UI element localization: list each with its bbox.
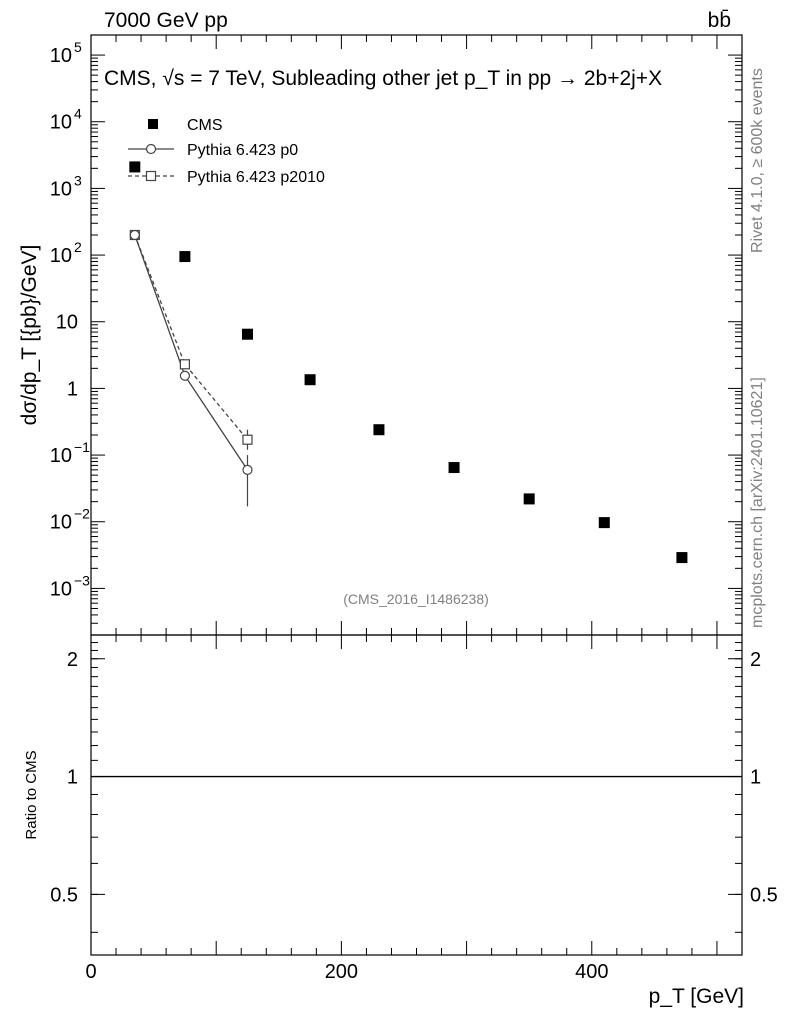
ratio-y-tick-label: 2 (67, 649, 78, 671)
data-point-cms (129, 161, 141, 173)
rivet-label: Rivet 4.1.0, ≥ 600k events (749, 68, 766, 253)
y-tick-label-exponent: 4 (74, 106, 82, 122)
x-tick-label: 400 (575, 961, 608, 983)
y-axis-label: dσ/dp_T [{pb}/GeV] (18, 245, 41, 426)
data-point-pythia-p0 (179, 370, 190, 381)
ratio-y-axis-label: Ratio to CMS (23, 750, 40, 839)
y-tick-label: 10 (50, 178, 72, 200)
x-tick-label: 200 (325, 961, 358, 983)
y-tick-label: 10 (50, 112, 72, 134)
y-tick-label-exponent: −3 (74, 572, 90, 588)
ratio-plot-frame (90, 634, 743, 956)
x-tick-label: 0 (85, 961, 96, 983)
legend-marker-cms (148, 119, 158, 129)
y-tick-label-exponent: 5 (74, 39, 82, 55)
series-line-pythia-p2010 (134, 234, 248, 441)
y-tick-label: 10 (56, 312, 78, 334)
data-point-cms (676, 552, 688, 564)
analysis-id: (CMS_2016_I1486238) (343, 591, 489, 607)
ratio-y-tick-label: 1 (67, 767, 78, 789)
data-point-cms (523, 493, 535, 505)
legend-label-p0: Pythia 6.423 p0 (187, 142, 298, 159)
y-tick-label: 10 (50, 45, 72, 67)
ratio-y-tick-label: 0.5 (50, 884, 78, 906)
legend-marker-p2010 (145, 170, 157, 182)
series-layer (129, 161, 688, 564)
series-line-pythia-p0 (134, 234, 249, 471)
y-tick-label-exponent: 3 (74, 172, 82, 188)
data-point-cms (598, 517, 610, 529)
legend: CMS Pythia 6.423 p0 Pythia 6.423 p2010 (128, 117, 325, 186)
ratio-layer: 2 2 1 1 0.5 0.5 (50, 635, 778, 955)
data-point-pythia-p2010 (242, 434, 253, 445)
header-left-label: 7000 GeV pp (104, 9, 228, 32)
ratio-y-tick-label-right: 2 (750, 649, 761, 671)
data-point-pythia-p2010 (179, 359, 190, 370)
legend-label-p2010: Pythia 6.423 p2010 (187, 169, 325, 186)
data-point-pythia-p0 (242, 464, 253, 475)
y-tick-label-exponent: 2 (74, 239, 82, 255)
header-right-label: bb̄ (708, 9, 731, 32)
data-point-cms (241, 328, 253, 340)
chart-title: CMS, √s = 7 TeV, Subleading other jet p_… (104, 67, 662, 90)
y-tick-label: 10 (50, 445, 72, 467)
legend-marker-p0 (145, 143, 157, 155)
y-tick-label: 1 (67, 378, 78, 400)
data-point-cms (373, 424, 385, 436)
legend-label-cms: CMS (187, 117, 223, 134)
y-tick-label: 10 (50, 245, 72, 267)
y-tick-label-exponent: −1 (74, 439, 90, 455)
data-point-cms (304, 374, 316, 386)
y-tick-label: 10 (50, 512, 72, 534)
mcplots-label: mcplots.cern.ch [arXiv:2401.10621] (749, 377, 766, 628)
ratio-y-tick-label-right: 1 (750, 767, 761, 789)
data-point-pythia-p0 (129, 229, 140, 241)
ratio-y-tick-label-right: 0.5 (750, 884, 778, 906)
y-tick-label: 10 (50, 578, 72, 600)
x-axis-label: p_T [GeV] (649, 985, 744, 1008)
data-point-cms (448, 462, 460, 474)
data-point-cms (179, 251, 191, 263)
y-tick-label-exponent: −2 (74, 506, 90, 522)
